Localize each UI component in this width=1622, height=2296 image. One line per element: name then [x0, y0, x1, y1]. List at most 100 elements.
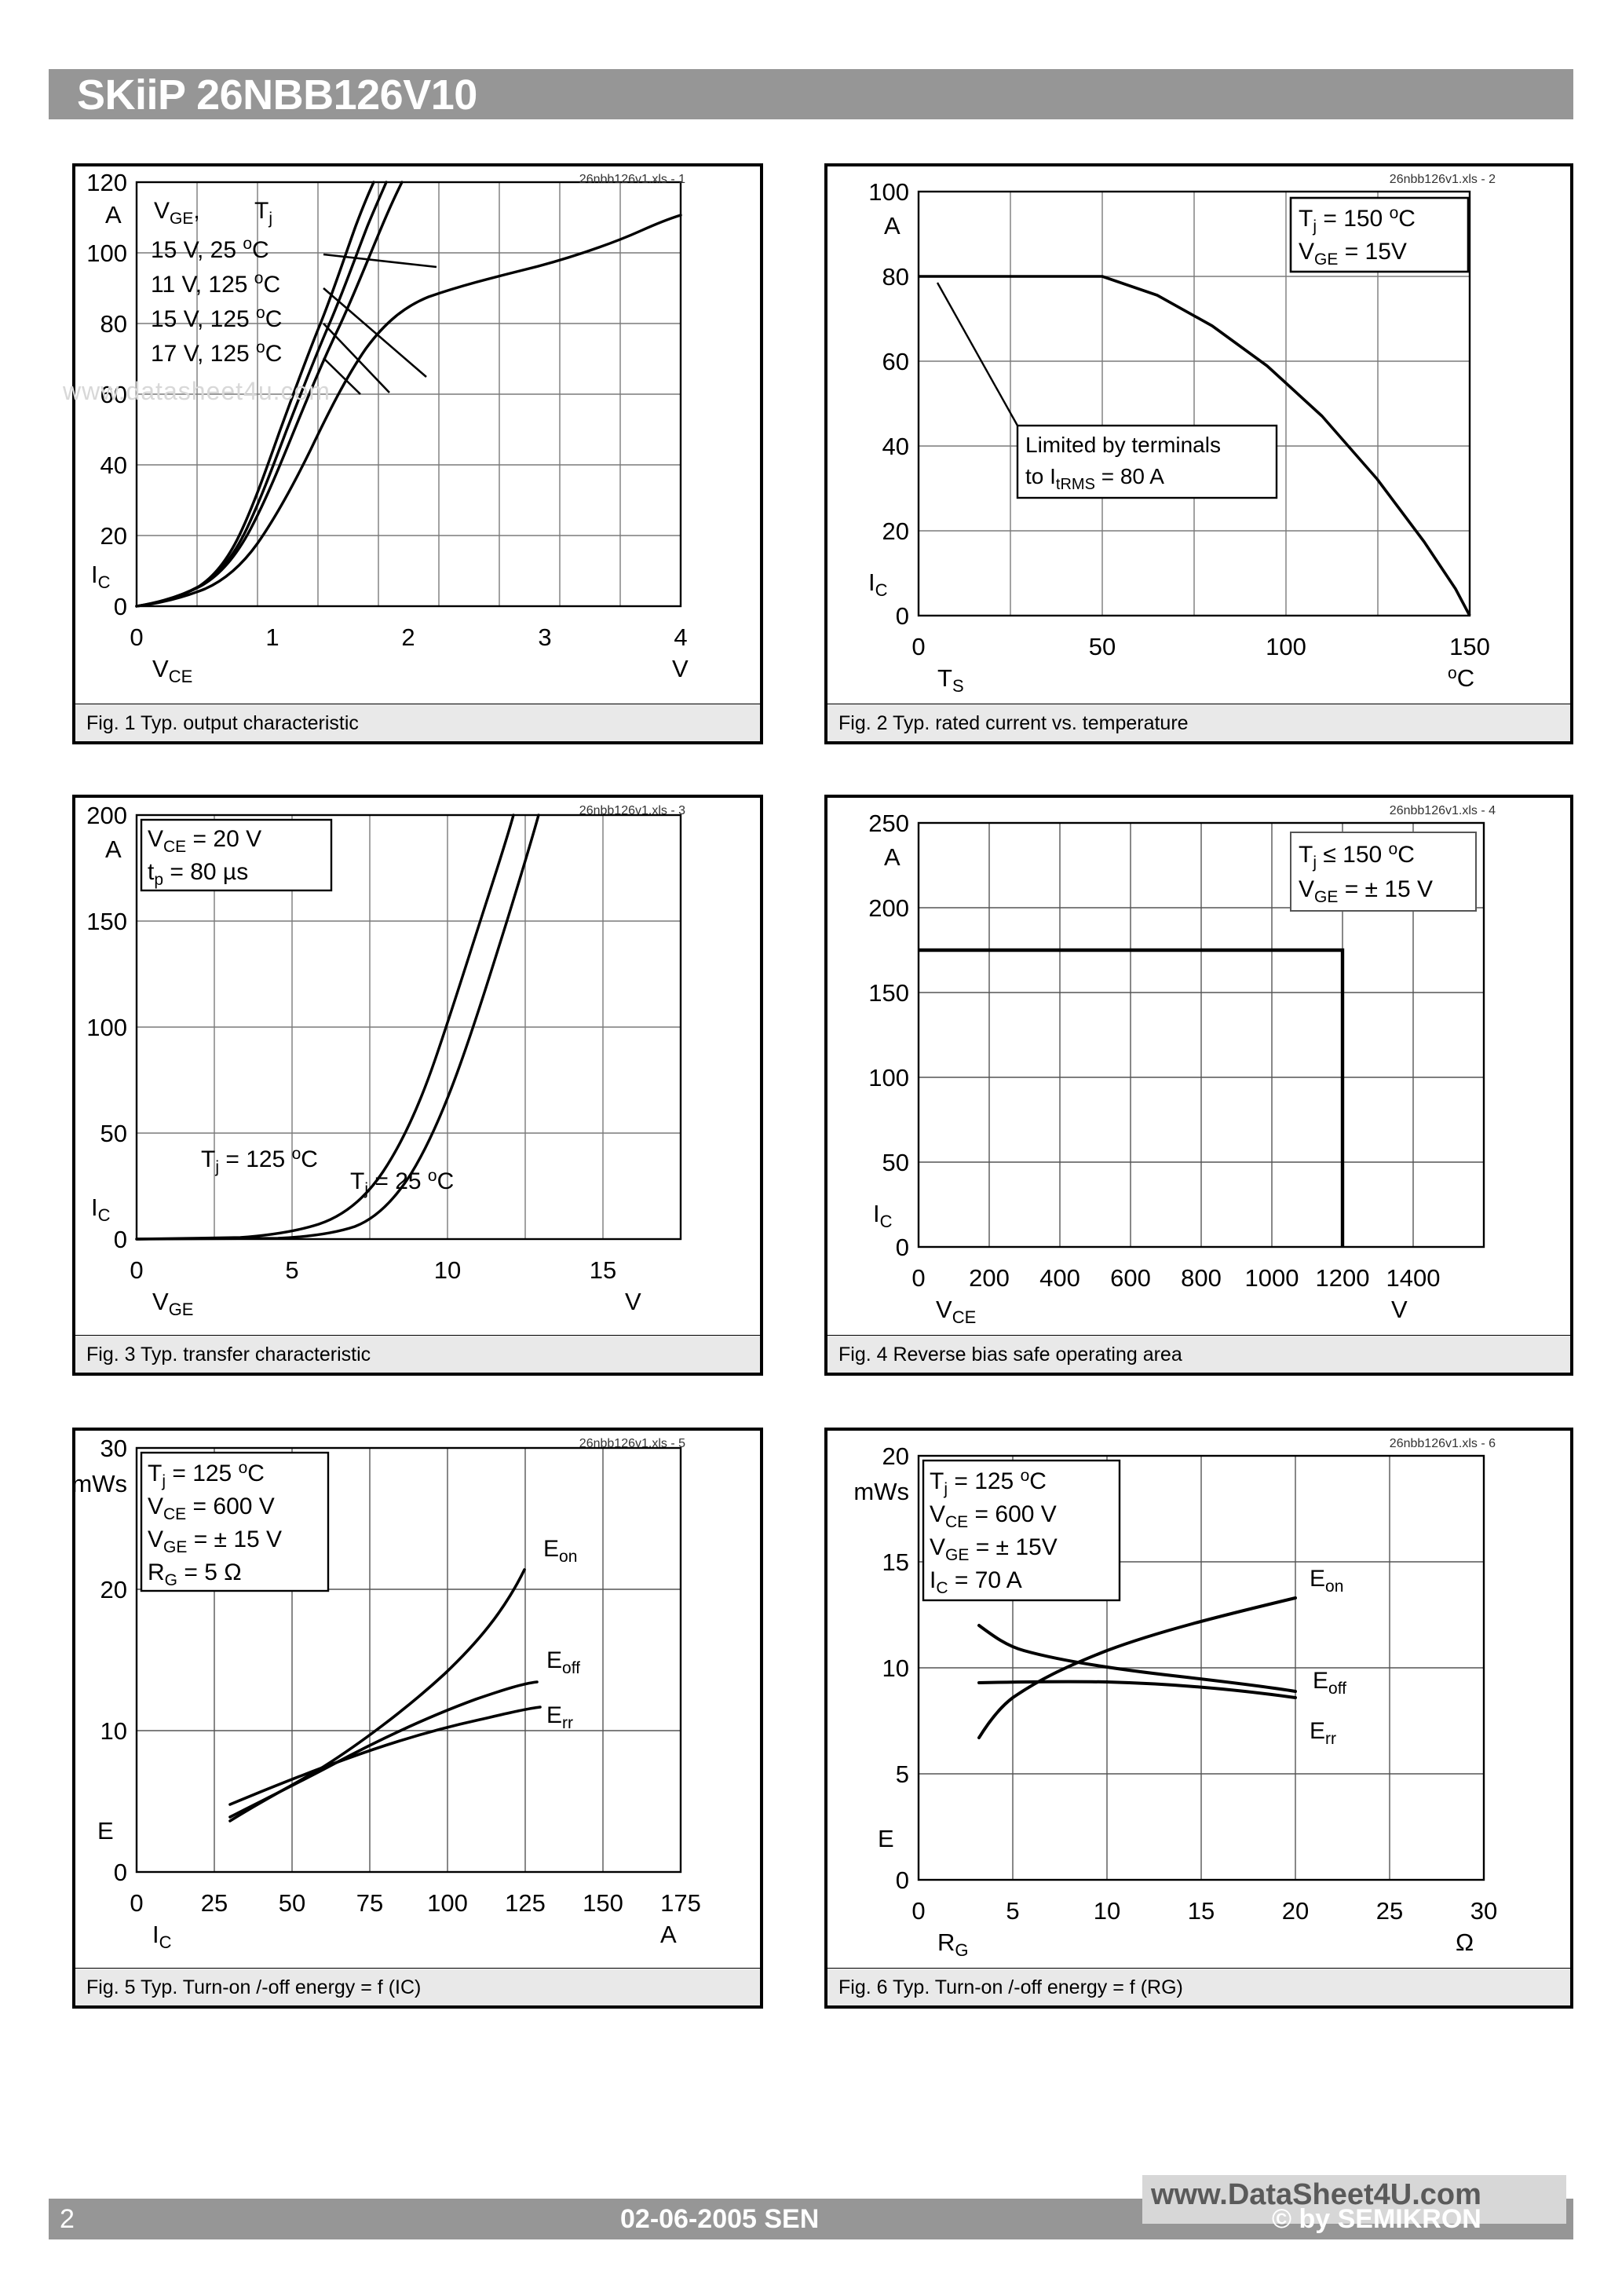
- svg-text:15: 15: [882, 1548, 909, 1576]
- svg-text:100: 100: [868, 1064, 909, 1091]
- figure-3-source-tag: 26nbb126v1.xls - 3: [579, 804, 685, 817]
- svg-text:200: 200: [86, 802, 127, 829]
- figure-2-source-tag: 26nbb126v1.xls - 2: [1389, 173, 1496, 186]
- svg-text:100: 100: [1266, 633, 1306, 660]
- footer-date: 02-06-2005 SEN: [620, 2204, 820, 2234]
- svg-text:A: A: [105, 201, 122, 229]
- svg-text:150: 150: [86, 908, 127, 935]
- svg-text:60: 60: [100, 381, 127, 408]
- svg-text:20: 20: [1282, 1897, 1309, 1925]
- svg-text:0: 0: [114, 1226, 127, 1253]
- svg-text:2: 2: [401, 623, 415, 651]
- svg-text:0: 0: [130, 1889, 143, 1917]
- svg-text:50: 50: [1089, 633, 1116, 660]
- svg-text:10: 10: [434, 1256, 461, 1284]
- svg-text:125: 125: [505, 1889, 546, 1917]
- svg-text:800: 800: [1181, 1264, 1222, 1292]
- svg-text:25: 25: [1376, 1897, 1403, 1925]
- svg-text:80: 80: [882, 263, 909, 291]
- svg-text:250: 250: [868, 810, 909, 837]
- svg-text:mWs: mWs: [75, 1470, 127, 1497]
- svg-text:0: 0: [896, 1866, 909, 1894]
- figure-1-plot: VGE, Tj 15 V, 25 oC 11 V, 125 oC 15 V, 1…: [86, 169, 689, 686]
- svg-text:oC: oC: [1448, 664, 1474, 692]
- svg-text:0: 0: [911, 1264, 925, 1292]
- svg-text:VGE,: VGE,: [154, 198, 200, 228]
- svg-text:0: 0: [911, 633, 925, 660]
- figure-6-label-err: Err: [1310, 1718, 1336, 1748]
- svg-text:mWs: mWs: [853, 1478, 909, 1505]
- svg-text:100: 100: [427, 1889, 468, 1917]
- svg-text:Tj = 150 oC: Tj = 150 oC: [1299, 204, 1416, 236]
- svg-text:1200: 1200: [1316, 1264, 1370, 1292]
- svg-text:Ω: Ω: [1456, 1929, 1474, 1956]
- figure-1-source-tag: 26nbb126v1.xls - 1: [579, 173, 685, 186]
- svg-text:VCE = 600 V: VCE = 600 V: [148, 1493, 275, 1523]
- svg-text:VCE: VCE: [152, 655, 192, 686]
- svg-text:V: V: [1391, 1296, 1408, 1323]
- svg-text:0: 0: [130, 1256, 143, 1284]
- svg-text:IC: IC: [152, 1921, 172, 1952]
- page-title: SKiiP 26NBB126V10: [77, 71, 477, 119]
- figure-3-curve-label-25: Tj = 25 oC: [350, 1167, 454, 1198]
- figure-2-panel: Limited by terminals to ItRMS = 80 A Tj …: [824, 163, 1573, 744]
- svg-text:E: E: [97, 1817, 114, 1844]
- figure-3-curve-label-125: Tj = 125 oC: [201, 1145, 318, 1176]
- svg-text:15: 15: [590, 1256, 616, 1284]
- figure-3-panel: VCE = 20 V tp = 80 µs Tj = 125 oC Tj = 2…: [72, 795, 763, 1376]
- figure-4-caption: Fig. 4 Reverse bias safe operating area: [827, 1335, 1570, 1373]
- svg-text:150: 150: [1449, 633, 1490, 660]
- svg-text:100: 100: [868, 178, 909, 206]
- svg-text:Tj ≤ 150 oC: Tj ≤ 150 oC: [1299, 840, 1415, 872]
- figure-1-caption: Fig. 1 Typ. output characteristic: [75, 704, 760, 741]
- svg-text:RG: RG: [937, 1929, 969, 1960]
- svg-text:50: 50: [100, 1120, 127, 1147]
- svg-text:A: A: [105, 835, 122, 863]
- svg-text:15 V, 25 oC: 15 V, 25 oC: [151, 235, 269, 263]
- svg-text:200: 200: [969, 1264, 1010, 1292]
- svg-text:IC: IC: [91, 561, 111, 592]
- svg-text:30: 30: [100, 1435, 127, 1462]
- svg-text:10: 10: [882, 1654, 909, 1682]
- footer-watermark-bg: [1142, 2175, 1566, 2224]
- svg-text:IC: IC: [873, 1200, 893, 1231]
- page-number: 2: [60, 2204, 75, 2234]
- figure-4-panel: Tj ≤ 150 oC VGE = ± 15 V 250 200 150 100 50…: [824, 795, 1573, 1376]
- svg-text:0: 0: [896, 602, 909, 630]
- svg-text:VGE = ± 15 V: VGE = ± 15 V: [148, 1526, 282, 1556]
- svg-text:A: A: [884, 843, 901, 871]
- svg-text:4: 4: [674, 623, 687, 651]
- svg-text:E: E: [878, 1825, 894, 1852]
- svg-text:VCE = 20 V: VCE = 20 V: [148, 826, 261, 856]
- svg-text:VGE: VGE: [152, 1288, 193, 1319]
- svg-text:60: 60: [882, 348, 909, 375]
- svg-text:20: 20: [882, 1442, 909, 1470]
- svg-text:5: 5: [1006, 1897, 1019, 1925]
- figure-3-caption: Fig. 3 Typ. transfer characteristic: [75, 1335, 760, 1373]
- svg-text:20: 20: [882, 517, 909, 545]
- figure-5-panel: Tj = 125 oC VCE = 600 V VGE = ± 15 V RG …: [72, 1428, 763, 2009]
- figure-5-label-eoff: Eoff: [546, 1647, 580, 1677]
- footer-watermark: www.DataSheet4U.com: [1151, 2178, 1481, 2211]
- svg-text:50: 50: [882, 1149, 909, 1176]
- svg-text:10: 10: [100, 1717, 127, 1745]
- svg-text:1: 1: [265, 623, 279, 651]
- footer-copyright: © by SEMIKRON: [1272, 2204, 1481, 2234]
- header-bar: [49, 69, 1573, 119]
- svg-text:TS: TS: [937, 664, 964, 696]
- figure-2-plot: Limited by terminals to ItRMS = 80 A Tj …: [868, 178, 1490, 696]
- svg-text:tp = 80 µs: tp = 80 µs: [148, 859, 248, 889]
- svg-text:IC: IC: [91, 1194, 111, 1225]
- figure-5-label-eon: Eon: [543, 1536, 577, 1566]
- figure-6-label-eoff: Eoff: [1313, 1668, 1346, 1698]
- svg-text:100: 100: [86, 239, 127, 267]
- svg-text:120: 120: [86, 169, 127, 196]
- svg-text:50: 50: [279, 1889, 305, 1917]
- figure-5-caption: Fig. 5 Typ. Turn-on /-off energy = f (IC…: [75, 1968, 760, 2005]
- figure-2-callout-line1: Limited by terminals: [1025, 433, 1221, 457]
- svg-text:Tj = 125 oC: Tj = 125 oC: [148, 1459, 265, 1490]
- svg-text:400: 400: [1039, 1264, 1080, 1292]
- svg-text:20: 20: [100, 1576, 127, 1603]
- svg-text:11 V, 125 oC: 11 V, 125 oC: [151, 269, 280, 298]
- figure-2-callout-line2: to ItRMS = 80 A: [1025, 464, 1164, 493]
